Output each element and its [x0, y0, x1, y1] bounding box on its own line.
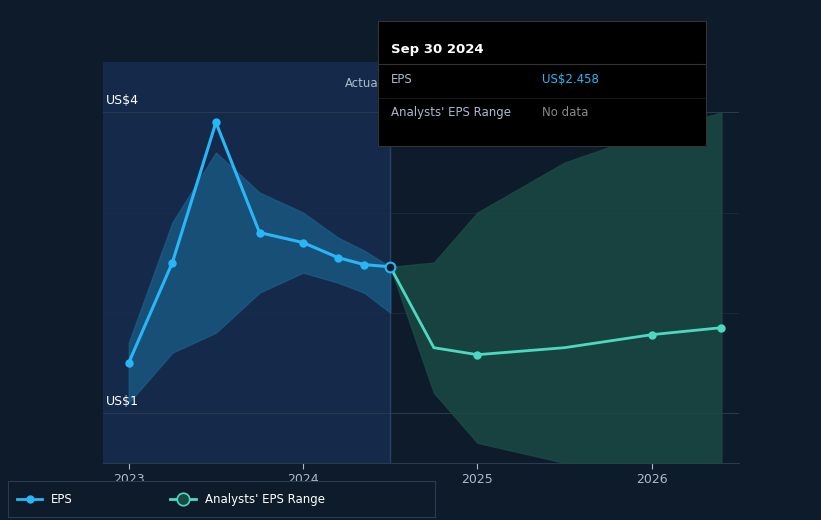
Text: US$1: US$1: [106, 395, 139, 408]
Text: Analysts Forecasts: Analysts Forecasts: [399, 77, 509, 90]
Text: Analysts' EPS Range: Analysts' EPS Range: [204, 493, 324, 505]
Text: US$4: US$4: [106, 95, 139, 108]
Text: Sep 30 2024: Sep 30 2024: [391, 43, 484, 56]
Text: Analysts' EPS Range: Analysts' EPS Range: [391, 106, 511, 119]
Text: EPS: EPS: [51, 493, 72, 505]
Text: No data: No data: [542, 106, 588, 119]
Bar: [103, 62, 390, 463]
Text: EPS: EPS: [391, 73, 412, 86]
Text: Actual: Actual: [345, 77, 382, 90]
Text: US$2.458: US$2.458: [542, 73, 599, 86]
